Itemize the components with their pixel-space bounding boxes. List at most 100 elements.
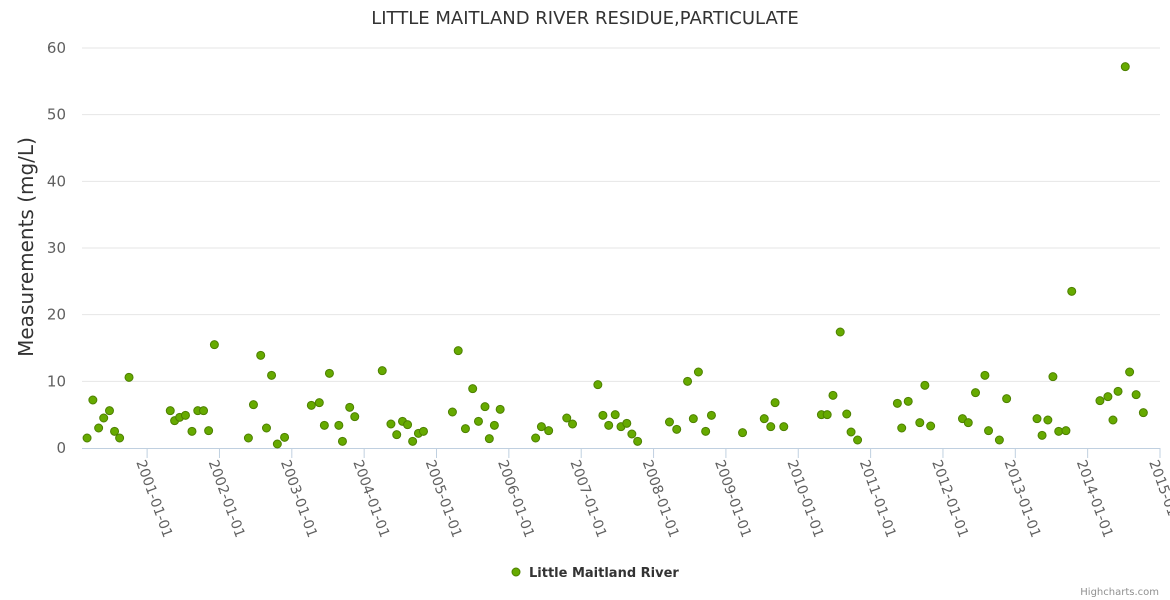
data-point[interactable]: [568, 419, 578, 429]
data-point[interactable]: [392, 430, 402, 440]
data-point[interactable]: [319, 420, 329, 430]
data-point[interactable]: [495, 404, 505, 414]
data-point[interactable]: [453, 346, 463, 356]
data-point[interactable]: [822, 410, 832, 420]
data-point[interactable]: [256, 350, 266, 360]
data-point[interactable]: [828, 390, 838, 400]
data-point[interactable]: [622, 418, 632, 428]
data-point[interactable]: [334, 420, 344, 430]
data-point[interactable]: [473, 416, 483, 426]
data-point[interactable]: [693, 367, 703, 377]
data-point[interactable]: [971, 388, 981, 398]
data-point[interactable]: [1037, 430, 1047, 440]
data-point[interactable]: [1131, 390, 1141, 400]
data-point[interactable]: [903, 396, 913, 406]
data-point[interactable]: [683, 376, 693, 386]
data-point[interactable]: [1138, 408, 1148, 418]
data-point[interactable]: [562, 413, 572, 423]
data-point[interactable]: [1048, 372, 1058, 382]
data-point[interactable]: [593, 380, 603, 390]
data-point[interactable]: [88, 395, 98, 405]
data-point[interactable]: [835, 327, 845, 337]
data-point[interactable]: [604, 420, 614, 430]
data-point[interactable]: [82, 433, 92, 443]
data-point[interactable]: [980, 370, 990, 380]
data-point[interactable]: [403, 420, 413, 430]
data-point[interactable]: [779, 422, 789, 432]
data-point[interactable]: [460, 424, 470, 434]
data-point[interactable]: [627, 429, 637, 439]
data-point[interactable]: [1095, 396, 1105, 406]
data-point[interactable]: [759, 414, 769, 424]
data-point[interactable]: [706, 410, 716, 420]
data-point[interactable]: [770, 398, 780, 408]
data-point[interactable]: [1125, 367, 1135, 377]
data-point[interactable]: [180, 410, 190, 420]
data-point[interactable]: [408, 436, 418, 446]
data-point[interactable]: [1002, 394, 1012, 404]
data-point[interactable]: [124, 372, 134, 382]
data-point[interactable]: [701, 426, 711, 436]
data-point[interactable]: [1103, 392, 1113, 402]
data-point[interactable]: [598, 410, 608, 420]
data-point[interactable]: [199, 406, 209, 416]
data-point[interactable]: [926, 421, 936, 431]
data-point[interactable]: [418, 426, 428, 436]
data-point[interactable]: [337, 436, 347, 446]
data-point[interactable]: [633, 436, 643, 446]
data-point[interactable]: [306, 400, 316, 410]
data-point[interactable]: [110, 426, 120, 436]
data-point[interactable]: [544, 426, 554, 436]
data-point[interactable]: [984, 426, 994, 436]
data-point[interactable]: [314, 398, 324, 408]
data-point[interactable]: [1113, 386, 1123, 396]
data-point[interactable]: [489, 420, 499, 430]
data-point[interactable]: [468, 384, 478, 394]
data-point[interactable]: [1061, 426, 1071, 436]
data-point[interactable]: [536, 422, 546, 432]
data-point[interactable]: [104, 406, 114, 416]
data-point[interactable]: [897, 423, 907, 433]
data-point[interactable]: [846, 427, 856, 437]
data-point[interactable]: [766, 422, 776, 432]
data-point[interactable]: [345, 402, 355, 412]
data-point[interactable]: [1043, 415, 1053, 425]
data-point[interactable]: [963, 418, 973, 428]
data-point[interactable]: [994, 435, 1004, 445]
legend[interactable]: Little Maitland River: [511, 566, 679, 581]
data-point[interactable]: [1120, 62, 1130, 72]
data-point[interactable]: [272, 439, 282, 449]
data-point[interactable]: [484, 434, 494, 444]
data-point[interactable]: [1108, 415, 1118, 425]
data-point[interactable]: [165, 406, 175, 416]
data-point[interactable]: [892, 398, 902, 408]
data-point[interactable]: [688, 414, 698, 424]
data-point[interactable]: [267, 370, 277, 380]
data-point[interactable]: [324, 368, 334, 378]
data-point[interactable]: [187, 426, 197, 436]
data-point[interactable]: [99, 413, 109, 423]
data-point[interactable]: [280, 432, 290, 442]
data-point[interactable]: [386, 419, 396, 429]
data-point[interactable]: [115, 433, 125, 443]
data-point[interactable]: [738, 428, 748, 438]
credits-link[interactable]: Highcharts.com: [1080, 587, 1159, 598]
data-point[interactable]: [610, 410, 620, 420]
data-point[interactable]: [531, 433, 541, 443]
data-point[interactable]: [920, 380, 930, 390]
data-point[interactable]: [480, 402, 490, 412]
data-point[interactable]: [1032, 414, 1042, 424]
data-point[interactable]: [209, 340, 219, 350]
data-point[interactable]: [243, 433, 253, 443]
data-point[interactable]: [94, 423, 104, 433]
legend-item-little-maitland-river[interactable]: Little Maitland River: [529, 566, 679, 581]
data-point[interactable]: [1067, 286, 1077, 296]
data-point[interactable]: [664, 417, 674, 427]
data-point[interactable]: [350, 412, 360, 422]
data-point[interactable]: [672, 424, 682, 434]
data-point[interactable]: [842, 409, 852, 419]
data-point[interactable]: [204, 426, 214, 436]
data-point[interactable]: [248, 400, 258, 410]
data-point[interactable]: [377, 366, 387, 376]
data-point[interactable]: [447, 407, 457, 417]
